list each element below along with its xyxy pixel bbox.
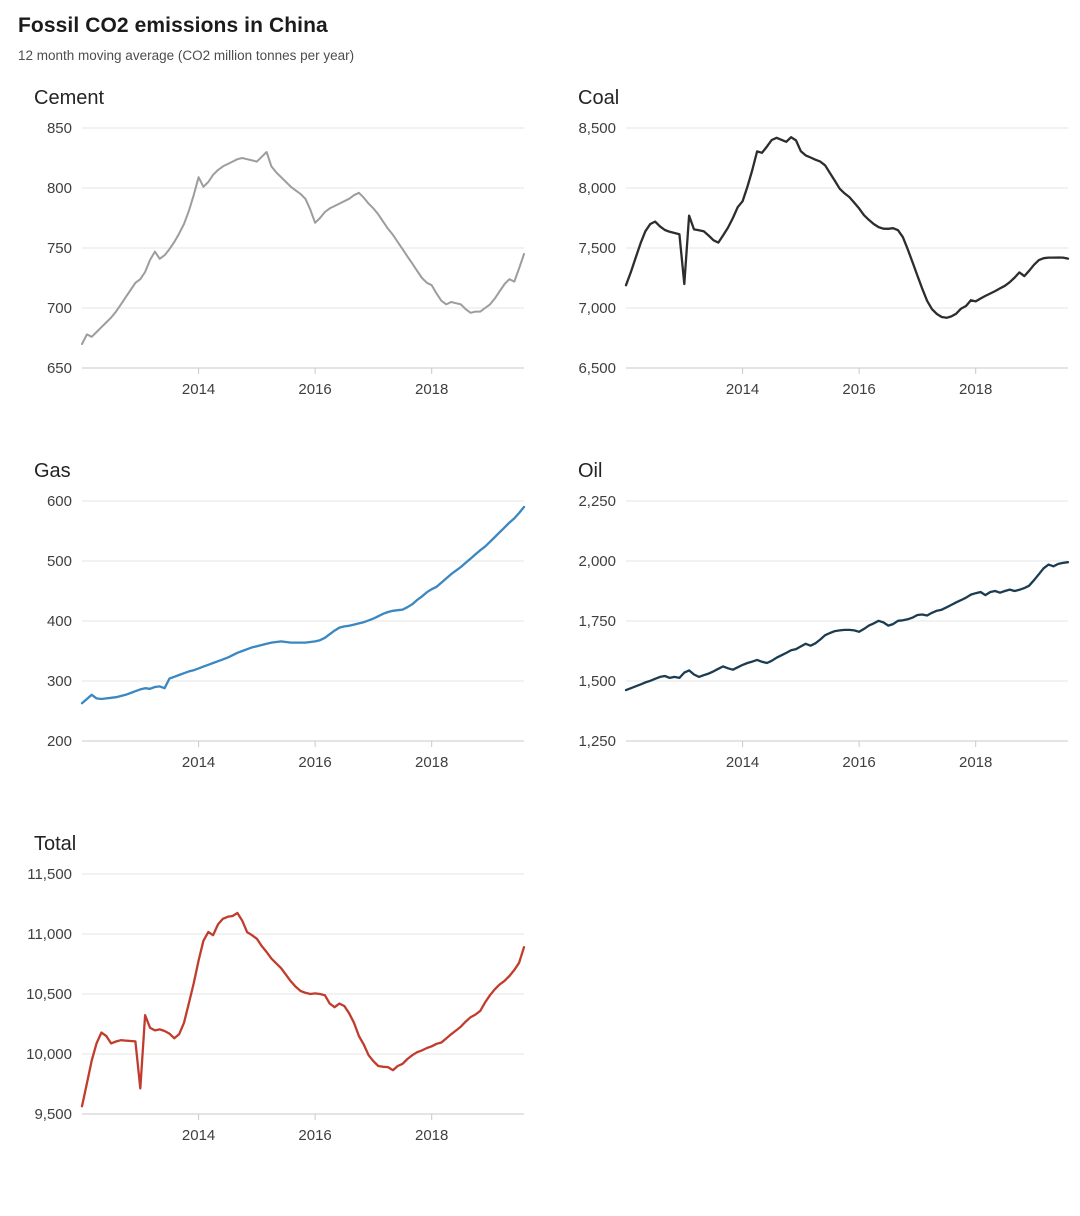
chart-panel-cement: Cement 650 700 750 800 850 2014 2016 2018 bbox=[16, 87, 536, 420]
x-tick-label: 2018 bbox=[959, 381, 992, 398]
y-tick-label: 10,000 bbox=[26, 1046, 72, 1063]
x-tick-label: 2016 bbox=[298, 754, 331, 771]
total-series-line bbox=[80, 911, 526, 1108]
chart-panel-total: Total 9,500 10,000 10,500 11,000 11,500 2014 2… bbox=[16, 833, 536, 1166]
y-tick-label: 7,500 bbox=[578, 240, 616, 257]
cement-series-line bbox=[81, 151, 525, 345]
total-line-chart: 9,500 10,000 10,500 11,000 11,500 2014 2016 201… bbox=[26, 866, 526, 1144]
coal-line-chart: 6,500 7,000 7,500 8,000 8,500 2014 2016 2018 bbox=[578, 120, 1070, 398]
y-tick-label: 600 bbox=[47, 493, 72, 510]
chart-title-coal: Coal bbox=[578, 87, 620, 109]
y-tick-label: 1,250 bbox=[578, 733, 616, 750]
chart-title-cement: Cement bbox=[34, 87, 105, 109]
x-tick-label: 2014 bbox=[182, 381, 215, 398]
chart-panel-coal: Coal 6,500 7,000 7,500 8,000 8,500 2014 2016 20… bbox=[560, 87, 1080, 420]
y-tick-label: 2,000 bbox=[578, 553, 616, 570]
y-tick-label: 650 bbox=[47, 360, 72, 377]
gas-line-chart: 200 300 400 500 600 2014 2016 2018 bbox=[47, 493, 526, 771]
page-title: Fossil CO2 emissions in China bbox=[18, 14, 328, 37]
chart-panel-gas: Gas 200 300 400 500 600 2014 2016 2018 bbox=[16, 460, 536, 793]
x-tick-label: 2018 bbox=[415, 1127, 448, 1144]
chart-panel-oil: Oil 1,250 1,500 1,750 2,000 2,250 2014 2016 201… bbox=[560, 460, 1080, 793]
x-tick-label: 2018 bbox=[415, 381, 448, 398]
x-tick-label: 2014 bbox=[726, 381, 759, 398]
y-tick-label: 11,000 bbox=[27, 926, 72, 943]
y-tick-label: 11,500 bbox=[27, 866, 72, 883]
y-tick-label: 800 bbox=[47, 180, 72, 197]
y-tick-label: 500 bbox=[47, 553, 72, 570]
page-subtitle: 12 month moving average (CO2 million ton… bbox=[18, 48, 355, 63]
oil-line-chart: 1,250 1,500 1,750 2,000 2,250 2014 2016 2018 bbox=[578, 493, 1070, 771]
y-tick-label: 850 bbox=[47, 120, 72, 137]
x-tick-label: 2018 bbox=[415, 754, 448, 771]
y-tick-label: 8,000 bbox=[578, 180, 616, 197]
y-tick-label: 400 bbox=[47, 613, 72, 630]
cement-line-chart: 650 700 750 800 850 2014 2016 2018 bbox=[47, 120, 525, 398]
y-tick-label: 1,500 bbox=[578, 673, 616, 690]
y-tick-label: 8,500 bbox=[578, 120, 616, 137]
y-tick-label: 300 bbox=[47, 673, 72, 690]
x-tick-label: 2014 bbox=[726, 754, 759, 771]
y-tick-label: 750 bbox=[47, 240, 72, 257]
x-tick-label: 2016 bbox=[298, 381, 331, 398]
y-tick-label: 9,500 bbox=[34, 1106, 72, 1123]
y-tick-label: 7,000 bbox=[578, 300, 616, 317]
x-tick-label: 2014 bbox=[182, 754, 215, 771]
y-tick-label: 10,500 bbox=[26, 986, 72, 1003]
chart-title-gas: Gas bbox=[34, 460, 71, 482]
chart-title-total: Total bbox=[34, 833, 77, 855]
oil-series-line bbox=[624, 561, 1070, 692]
y-tick-label: 200 bbox=[47, 733, 72, 750]
charts-grid: Cement 650 700 750 800 850 2014 2016 2018 Coal … bbox=[16, 87, 1070, 1166]
y-tick-label: 1,750 bbox=[578, 613, 616, 630]
x-tick-label: 2014 bbox=[182, 1127, 215, 1144]
coal-series-line bbox=[624, 136, 1070, 319]
y-tick-label: 2,250 bbox=[578, 493, 616, 510]
y-tick-label: 700 bbox=[47, 300, 72, 317]
x-tick-label: 2016 bbox=[842, 754, 875, 771]
chart-title-oil: Oil bbox=[578, 460, 603, 482]
x-tick-label: 2016 bbox=[842, 381, 875, 398]
x-tick-label: 2016 bbox=[298, 1127, 331, 1144]
gas-series-line bbox=[80, 505, 526, 705]
y-tick-label: 6,500 bbox=[578, 360, 616, 377]
x-tick-label: 2018 bbox=[959, 754, 992, 771]
